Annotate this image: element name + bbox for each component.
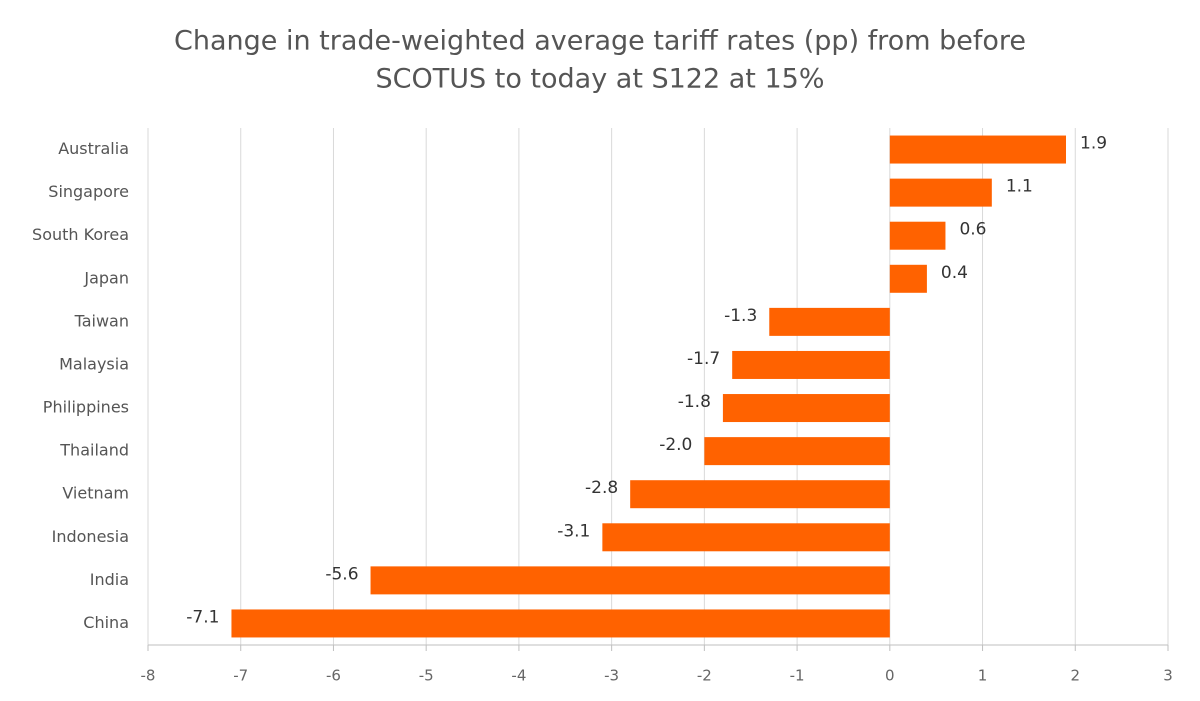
y-tick-label: Singapore	[48, 182, 129, 201]
value-label: -5.6	[325, 564, 358, 584]
bar	[370, 566, 890, 595]
value-label: 1.1	[1006, 177, 1033, 197]
value-label: 0.6	[959, 220, 986, 240]
bar	[889, 264, 927, 293]
x-tick-label: -2	[697, 667, 712, 685]
y-tick-label: Taiwan	[74, 311, 129, 330]
y-tick-label: China	[83, 613, 129, 632]
chart-title: SCOTUS to today at S122 at 15%	[376, 64, 825, 95]
x-tick-label: -7	[233, 667, 248, 685]
bar	[889, 135, 1066, 164]
chart-title: Change in trade-weighted average tariff …	[174, 26, 1026, 57]
y-tick-label: Thailand	[59, 441, 129, 460]
value-label: -2.0	[659, 435, 692, 455]
bar	[630, 480, 890, 509]
value-label: -1.8	[678, 392, 711, 412]
bar	[722, 394, 890, 423]
x-tick-label: 2	[1070, 667, 1080, 685]
x-tick-label: -3	[604, 667, 619, 685]
bar	[704, 437, 890, 466]
value-label: 1.9	[1080, 134, 1107, 154]
y-tick-label: India	[90, 570, 129, 589]
value-label: 0.4	[941, 263, 968, 283]
bar	[889, 221, 946, 250]
y-tick-label: Japan	[83, 268, 129, 287]
y-tick-label: South Korea	[32, 225, 129, 244]
value-label: -1.7	[687, 349, 720, 369]
y-tick-label: Malaysia	[59, 354, 129, 373]
x-tick-label: -6	[326, 667, 341, 685]
bar	[602, 523, 890, 552]
x-tick-label: 0	[885, 667, 895, 685]
value-label: -1.3	[724, 306, 757, 326]
x-tick-label: -4	[511, 667, 526, 685]
y-tick-label: Indonesia	[52, 527, 129, 546]
x-tick-label: 1	[978, 667, 988, 685]
bar	[732, 350, 890, 379]
bar	[769, 307, 890, 336]
value-label: -2.8	[585, 478, 618, 498]
value-label: -3.1	[557, 521, 590, 541]
x-tick-label: -8	[141, 667, 156, 685]
x-tick-label: -5	[419, 667, 434, 685]
y-tick-label: Philippines	[43, 398, 129, 417]
x-tick-label: 3	[1163, 667, 1173, 685]
y-tick-label: Vietnam	[62, 484, 129, 503]
bar	[889, 178, 992, 207]
bar	[231, 609, 890, 638]
x-tick-label: -1	[790, 667, 805, 685]
value-label: -7.1	[186, 607, 219, 627]
y-tick-label: Australia	[58, 139, 129, 158]
